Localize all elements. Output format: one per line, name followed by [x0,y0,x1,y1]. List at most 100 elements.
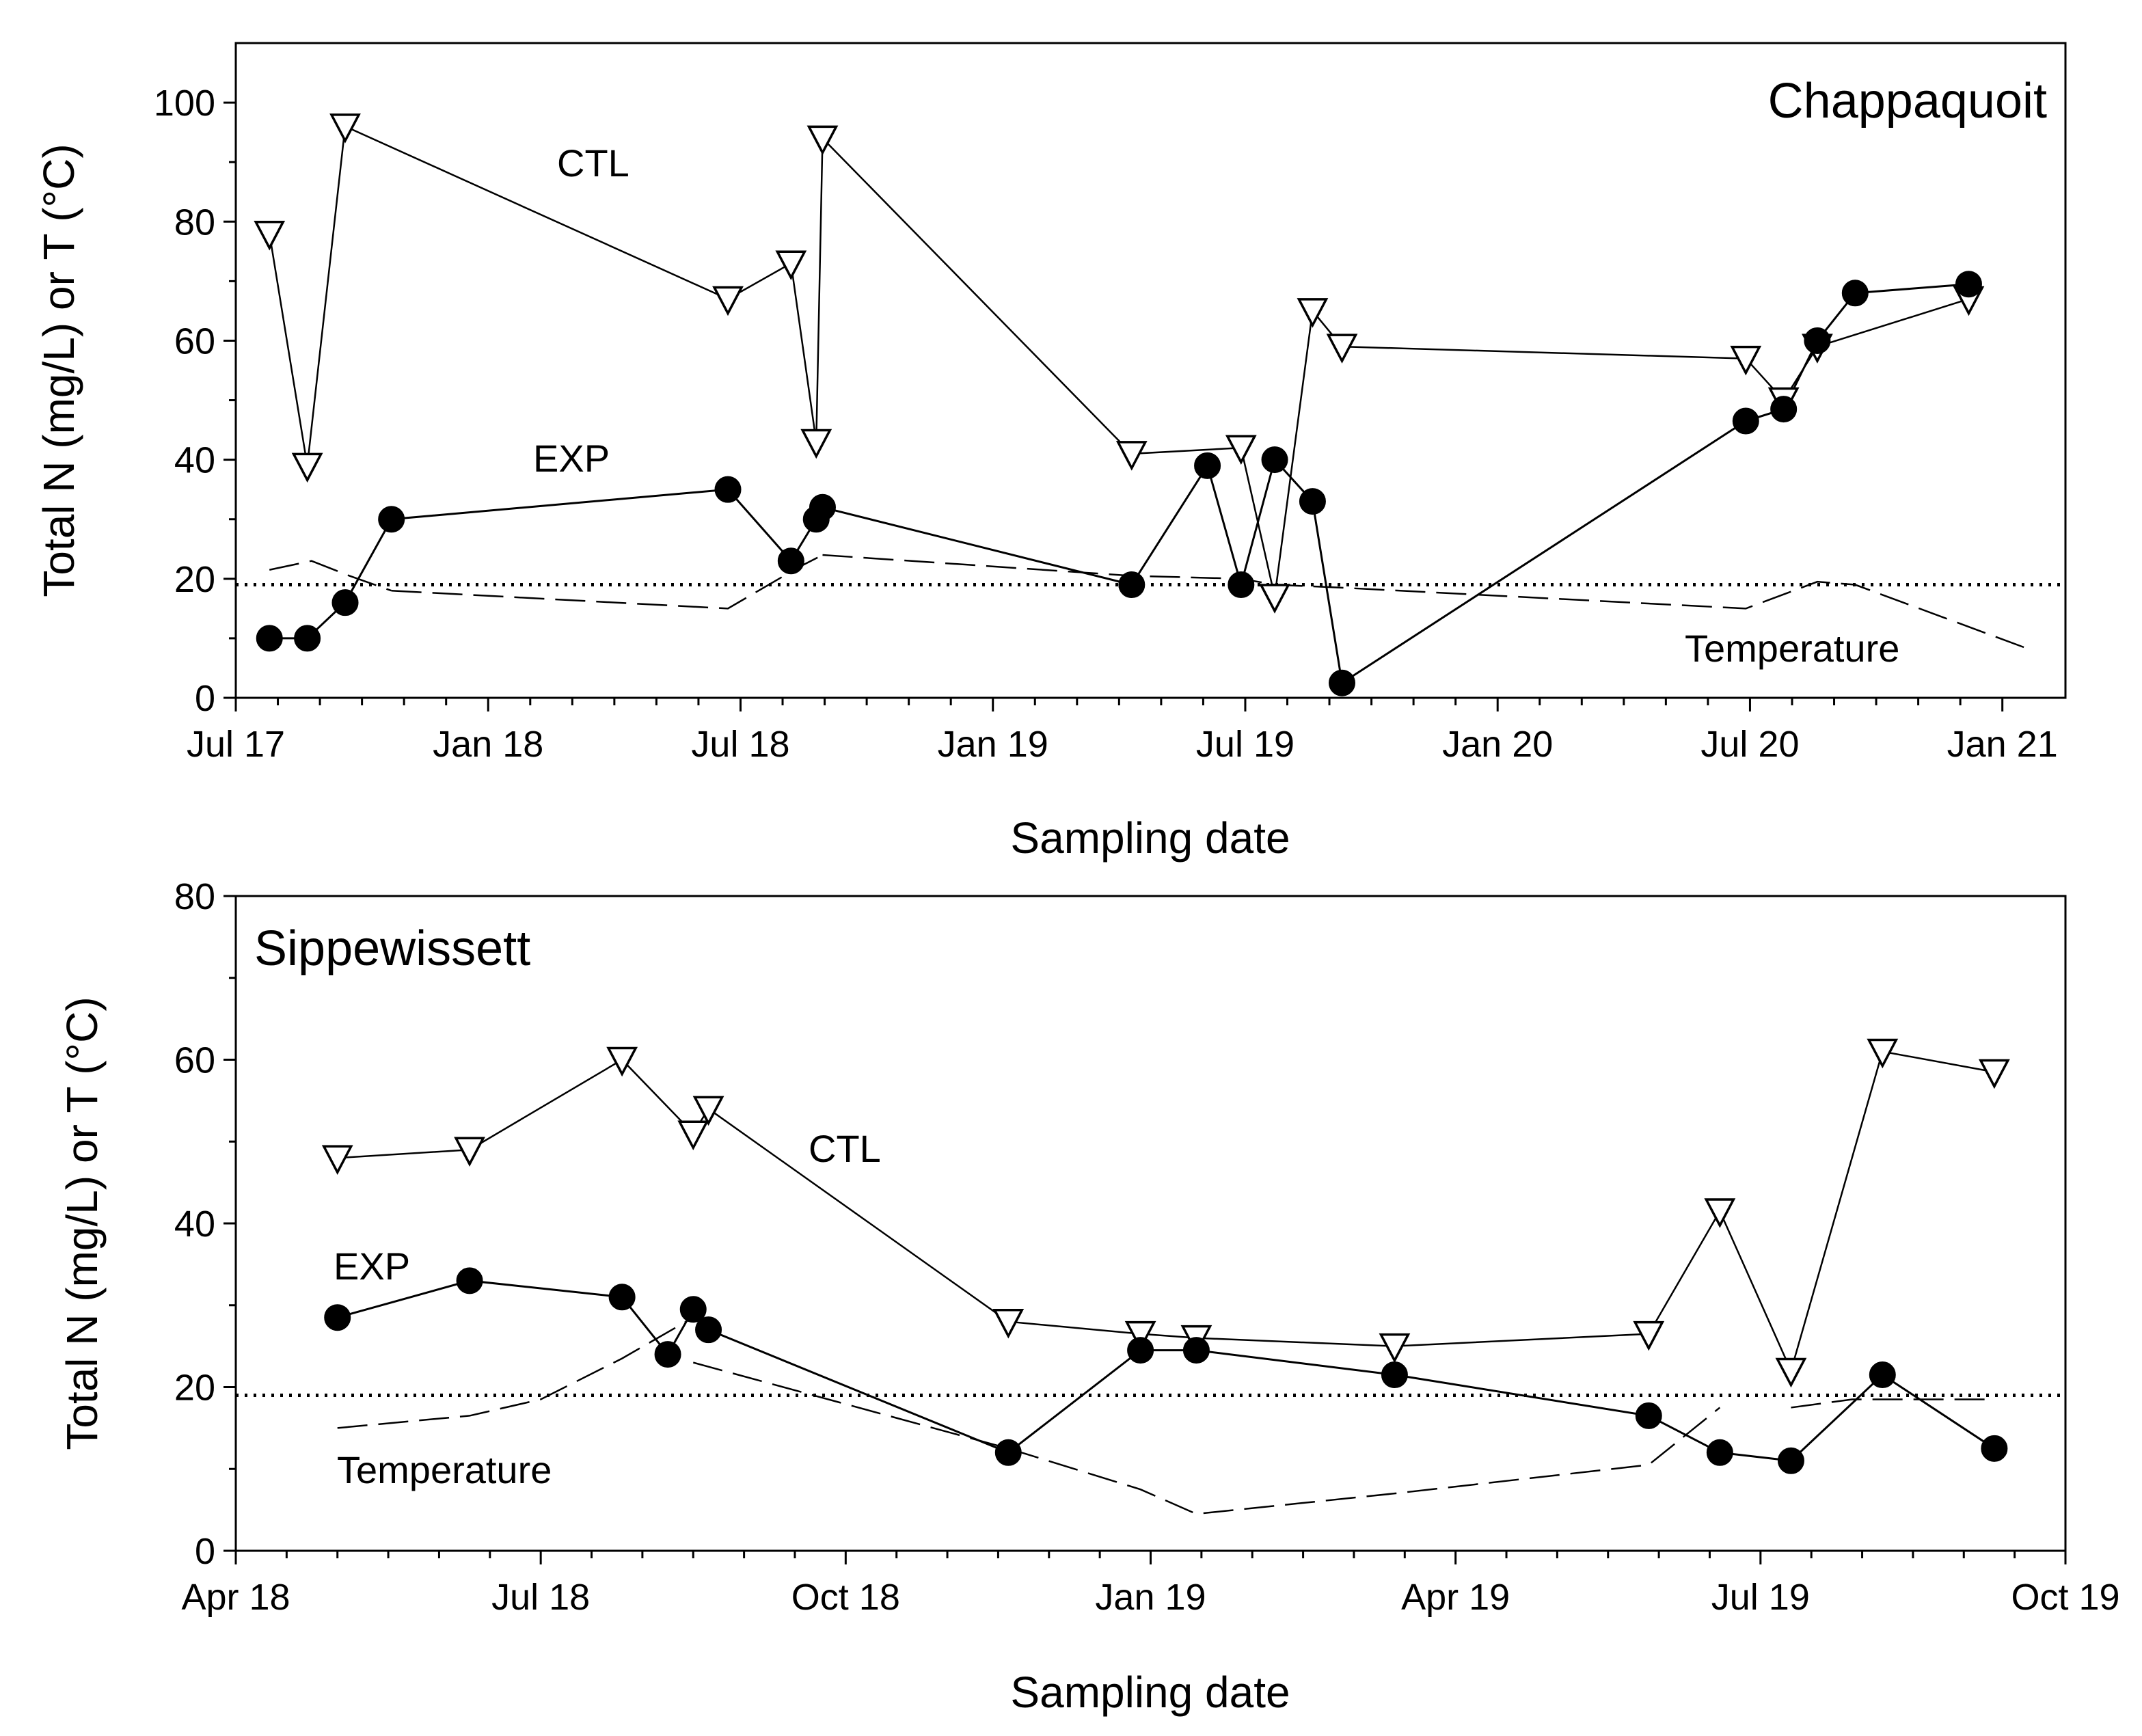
y-tick-label: 80 [174,876,215,917]
exp-marker-layer [256,271,1982,696]
exp-data-point [1118,571,1145,599]
temperature-series-line [692,1361,1721,1515]
ctl-data-point [1326,334,1358,364]
exp-data-point [1869,1361,1896,1389]
exp-data-point [1381,1361,1408,1389]
exp-data-point [994,1439,1022,1466]
ctl-data-point [1978,1059,2010,1089]
exp-data-point [1329,669,1356,696]
ctl-data-point [1775,1357,1807,1388]
exp-label: EXP [334,1245,410,1288]
y-axis-title: Total N (mg/L) or T (°C) [57,996,107,1450]
x-tick-label: Jan 20 [1442,724,1553,765]
exp-label: EXP [533,437,610,480]
exp-data-point [1127,1337,1154,1364]
ctl-data-point [677,1120,709,1151]
x-tick-label: Apr 18 [181,1577,290,1618]
ctl-series-line [337,1050,1995,1374]
ctl-series-line [268,125,1969,597]
y-tick-label: 100 [154,83,215,124]
ctl-data-point [1867,1038,1899,1069]
chart-panel-sippewissett: Apr 18 Jul 18 Oct 18 Jan 19 Apr 19 Jul 19 Oct … [57,876,2120,1717]
temperature-series-line [269,560,392,592]
x-tick-label: Jul 19 [1711,1577,1810,1618]
ctl-data-point [775,250,807,280]
exp-data-point [809,493,836,521]
ctl-data-point [692,1096,724,1126]
ctl-data-point [1704,1198,1736,1228]
ctl-data-point [606,1046,638,1077]
exp-data-point [1194,452,1221,479]
x-tick-label: Jan 19 [1095,1577,1206,1618]
exp-data-point [294,625,321,652]
y-tick-label: 20 [174,1368,215,1409]
ctl-marker-layer [254,113,1985,614]
ctl-line-layer [268,125,1969,597]
ctl-data-point [254,220,286,251]
x-tick-label: Jan 19 [938,724,1048,765]
ctl-data-point [800,429,832,459]
exp-data-point [1841,280,1869,307]
ctl-data-point [329,113,361,144]
panel-title: Chappaquoit [1768,74,2047,128]
ctl-data-point [1379,1333,1411,1364]
x-tick-label: Jul 17 [187,724,285,765]
exp-data-point [1777,1447,1804,1474]
ctl-data-point [1124,1320,1156,1351]
exp-data-point [1804,327,1831,354]
x-tick-label: Jul 18 [491,1577,590,1618]
temperature-layer [337,1316,1994,1515]
x-tick-label: Oct 18 [791,1577,900,1618]
exp-data-point [1732,407,1759,435]
temperature-series-line [391,554,824,610]
x-tick-label: Jan 21 [1947,724,2058,765]
ctl-data-point [1730,345,1762,376]
exp-data-point [1635,1402,1662,1429]
y-tick-label: 40 [174,440,215,481]
x-tick-label: Jan 18 [433,724,543,765]
plot-frame [234,42,2067,699]
ctl-data-point [1259,584,1290,614]
x-tick-label: Jul 20 [1700,724,1799,765]
y-axis: 0 20 40 60 80 [174,876,236,1572]
y-tick-label: 60 [174,1040,215,1081]
ctl-label: CTL [557,141,629,185]
exp-data-point [456,1267,483,1294]
exp-data-point [256,625,283,652]
exp-data-point [714,476,742,503]
x-tick-label: Jul 19 [1196,724,1294,765]
ctl-data-point [1633,1320,1665,1351]
x-axis-title: Sampling date [1010,1668,1290,1717]
exp-line-layer [269,283,1969,685]
x-tick-label: Apr 19 [1401,1577,1510,1618]
ctl-data-point [291,452,323,483]
x-tick-label: Jul 18 [691,724,789,765]
ctl-marker-layer [321,1038,2010,1388]
x-axis-title: Sampling date [1010,813,1290,863]
temperature-label: Temperature [1685,627,1899,670]
ctl-data-point [1225,435,1257,465]
exp-data-point [1182,1337,1210,1364]
exp-data-point [378,506,405,533]
y-tick-label: 40 [174,1204,215,1245]
y-tick-label: 0 [195,678,215,719]
ctl-data-point [1297,298,1329,328]
ctl-data-point [806,125,839,156]
ctl-line-layer [337,1050,1995,1374]
exp-series-line [269,283,1969,685]
ctl-label: CTL [809,1127,881,1170]
temperature-series-line [1791,1398,1994,1409]
exp-data-point [679,1296,707,1323]
temperature-series-line [337,1316,694,1429]
exp-data-point [1706,1439,1733,1466]
panel-title: Sippewissett [254,921,530,976]
exp-line-layer [337,1279,1995,1462]
x-tick-label: Oct 19 [2011,1577,2119,1618]
exp-series-line [337,1279,1995,1462]
exp-data-point [1955,271,1982,298]
ctl-data-point [712,286,744,316]
exp-data-point [654,1341,681,1368]
y-axis-title: Total N (mg/L) or T (°C) [34,144,83,597]
exp-data-point [331,589,359,616]
